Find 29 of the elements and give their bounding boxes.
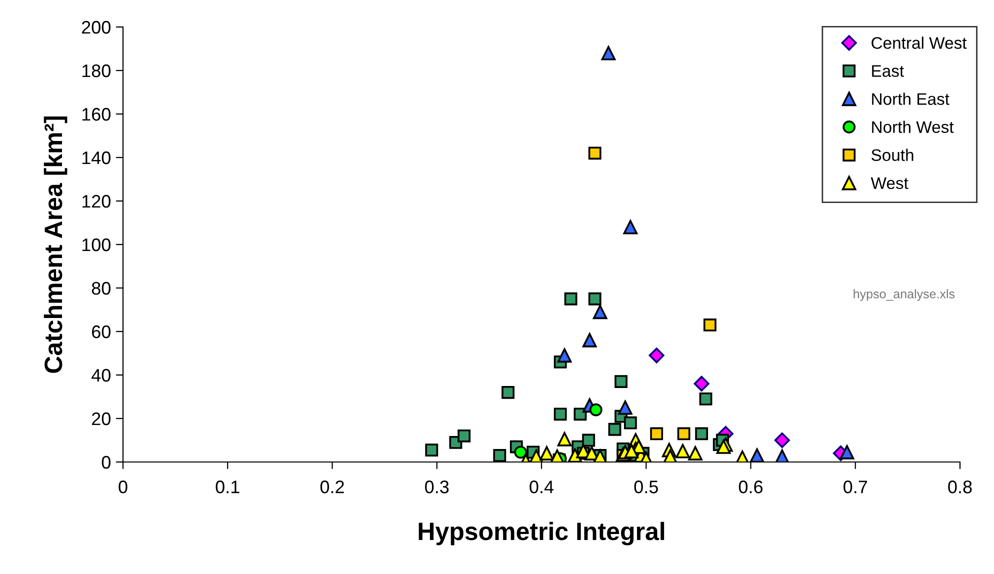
y-tick-label: 180: [82, 64, 110, 78]
y-tick-label: 100: [82, 238, 110, 252]
y-tick-label: 80: [92, 282, 110, 295]
y-tick-label: 200: [82, 20, 110, 34]
y-tick-label: 140: [82, 151, 110, 164]
x-tick-label: 0: [118, 480, 128, 494]
x-tick-label: 0.8: [948, 480, 972, 494]
legend-label: South: [872, 148, 914, 162]
x-tick-label: 0.2: [320, 480, 344, 494]
y-tick-label: 120: [82, 194, 110, 208]
legend-label: West: [870, 177, 908, 190]
x-tick-label: 0.6: [738, 480, 763, 494]
x-tick-label: 0.4: [530, 480, 554, 494]
x-axis-title: Hypsometric Integral: [418, 522, 664, 546]
legend-label: East: [872, 65, 904, 77]
x-tick-label: 0.7: [844, 480, 868, 494]
y-tick-label: 60: [92, 325, 110, 338]
x-tick-label: 0.5: [634, 480, 658, 494]
y-axis-title: Catchment Area [km²]: [44, 116, 68, 373]
y-tick-label: 160: [82, 108, 110, 121]
y-tick-label: 0: [102, 456, 110, 469]
legend-label: North East: [872, 92, 950, 105]
y-tick-label: 40: [92, 368, 110, 382]
y-tick-label: 20: [92, 412, 110, 426]
x-tick-label: 0.1: [216, 480, 240, 494]
x-tick-label: 0.3: [425, 480, 449, 494]
annotation: hypso_analyse.xls: [854, 289, 955, 301]
legend-label: North West: [872, 120, 954, 133]
legend-label: Central West: [872, 36, 967, 49]
